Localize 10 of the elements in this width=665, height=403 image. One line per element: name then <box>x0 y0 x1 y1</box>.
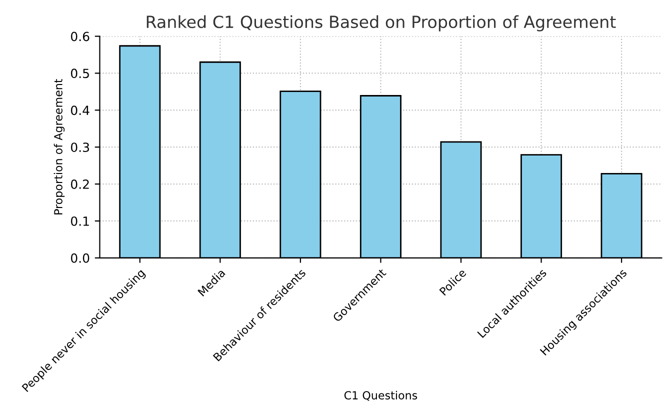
y-tick-label: 0.5 <box>70 68 89 78</box>
y-tick-label: 0.6 <box>70 32 90 42</box>
x-axis-title: C1 Questions <box>344 390 418 401</box>
y-tick-label: 0.0 <box>70 253 90 263</box>
y-tick-label: 0.1 <box>70 216 89 226</box>
y-axis-title: Proportion of Agreement <box>54 78 65 214</box>
y-tick-label: 0.3 <box>70 142 90 152</box>
chart-title: Ranked C1 Questions Based on Proportion of Agreement <box>146 15 616 32</box>
y-tick-label: 0.2 <box>70 180 89 189</box>
y-tick-label: 0.4 <box>70 106 90 116</box>
